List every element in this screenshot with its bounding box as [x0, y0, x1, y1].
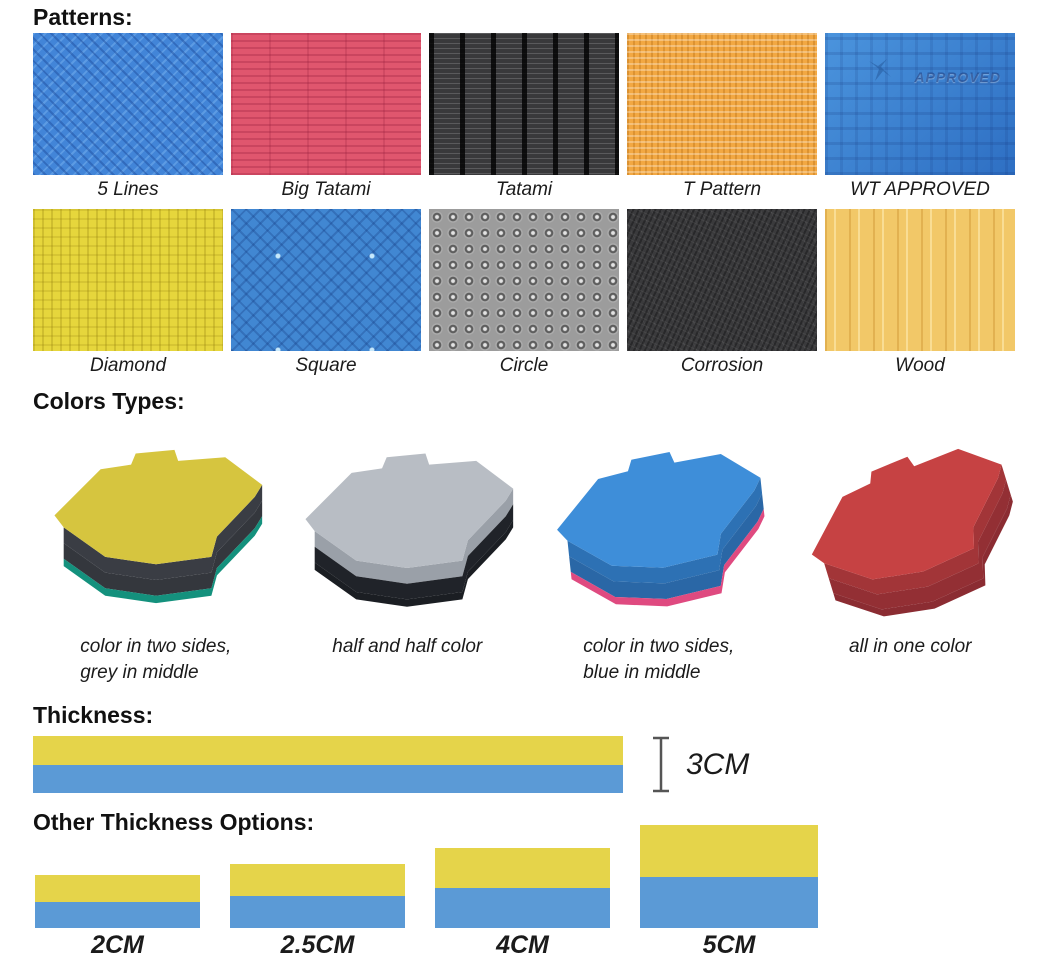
thickness-layer-yellow — [640, 825, 818, 877]
mat-col-one-color: all in one color — [788, 414, 1034, 688]
thickness-layer-blue — [33, 764, 623, 793]
mat-side-upper-face — [824, 464, 1007, 595]
thickness-layer-blue — [435, 888, 610, 928]
mat-caption-one-color: all in one color — [849, 634, 972, 688]
pattern-label-diamond: Diamond — [89, 355, 167, 376]
thickness-layer-yellow — [33, 736, 623, 765]
thickness-option-label: 4CM — [496, 931, 549, 959]
mat-side-upper-face — [314, 488, 514, 584]
pattern-label-5-lines: 5 Lines — [97, 179, 159, 200]
pattern-swatch-circle — [429, 209, 619, 351]
color-types-row: color in two sides, grey in middle half … — [33, 414, 1033, 688]
pattern-cell-corrosion: Corrosion — [627, 209, 817, 382]
patterns-row-2: Diamond Square Circle Corrosion Wood — [33, 209, 1015, 382]
patterns-heading: Patterns: — [33, 4, 133, 30]
pattern-label-tatami: Tatami — [495, 179, 553, 200]
thickness-option-2-5cm: 2.5CM — [230, 864, 405, 960]
pattern-swatch-square — [231, 209, 421, 351]
patterns-row-1: 5 Lines Big Tatami Tatami T Pattern APPR… — [33, 33, 1015, 206]
pattern-cell-square: Square — [231, 209, 421, 382]
mat-side-lower-face — [63, 500, 262, 596]
mat-bottom-strip — [833, 494, 1014, 617]
thickness-option-2cm: 2CM — [35, 875, 200, 960]
colors-types-heading: Colors Types: — [33, 388, 185, 414]
mat-image-one-color — [812, 448, 1014, 617]
thickness-measure-label: 3CM — [686, 747, 750, 781]
pattern-cell-circle: Circle — [429, 209, 619, 382]
mat-caption-line2: grey in middle — [80, 662, 199, 683]
mat-caption-two-sides-blue: color in two sides, blue in middle — [583, 634, 734, 688]
thickness-bar-2cm — [35, 875, 200, 928]
wt-approved-embossed-text: APPROVED — [914, 69, 1001, 85]
thickness-layer-blue — [230, 896, 405, 928]
thickness-bar-2-5cm — [230, 864, 405, 928]
mat-caption-line1: all in one color — [848, 636, 972, 657]
pattern-label-big-tatami: Big Tatami — [281, 179, 371, 200]
pattern-swatch-corrosion — [627, 209, 817, 351]
mat-col-two-sides-blue: color in two sides, blue in middle — [536, 414, 782, 688]
thickness-bar-4cm — [435, 848, 610, 928]
thickness-heading: Thickness: — [33, 702, 154, 728]
page: Patterns: 5 Lines Big Tatami Tatami T Pa… — [33, 4, 1027, 960]
pattern-label-circle: Circle — [499, 355, 549, 376]
mat-side-lower-face — [828, 479, 1011, 610]
pattern-cell-wood: Wood — [825, 209, 1015, 382]
mat-caption-line1: color in two sides, — [583, 636, 735, 657]
mat-image-half-half — [305, 453, 514, 607]
mat-top-face — [54, 449, 262, 565]
mat-side-upper-face — [63, 484, 262, 580]
pattern-cell-diamond: Diamond — [33, 209, 223, 382]
mat-image-two-sides-blue — [556, 452, 765, 607]
pattern-swatch-wt-approved: APPROVED — [825, 33, 1015, 175]
mat-caption-half-half: half and half color — [332, 634, 482, 688]
mat-side-upper-face — [567, 477, 762, 584]
pattern-swatch-diamond — [33, 209, 223, 351]
pattern-label-t-pattern: T Pattern — [682, 179, 762, 200]
mat-col-half-half: half and half color — [285, 414, 531, 688]
pattern-label-wood: Wood — [895, 355, 945, 376]
mat-top-face — [305, 453, 514, 568]
mat-side-lower-face — [568, 493, 764, 599]
thickness-measure-icon — [653, 736, 669, 793]
thickness-diagram: 3CM — [33, 736, 1027, 793]
pattern-cell-5-lines: 5 Lines — [33, 33, 223, 206]
pattern-swatch-big-tatami — [231, 33, 421, 175]
thickness-option-5cm: 5CM — [640, 825, 818, 960]
mat-image-two-sides-grey — [54, 449, 262, 604]
thickness-layer-yellow — [35, 875, 200, 902]
pattern-swatch-5-lines — [33, 33, 223, 175]
mat-top-face — [556, 452, 761, 568]
pattern-label-wt-approved: WT APPROVED — [850, 179, 990, 200]
pattern-cell-tatami: Tatami — [429, 33, 619, 206]
mat-caption-line2: blue in middle — [583, 662, 701, 683]
pattern-cell-wt-approved: APPROVED WT APPROVED — [825, 33, 1015, 206]
mat-top-face — [812, 448, 1002, 580]
mat-caption-line1: color in two sides, — [80, 636, 232, 657]
thickness-layer-blue — [640, 876, 818, 928]
thickness-bar-5cm — [640, 825, 818, 928]
thickness-option-4cm: 4CM — [435, 848, 610, 960]
thickness-option-label: 2.5CM — [280, 931, 355, 959]
mat-caption-line1: half and half color — [332, 636, 483, 657]
pattern-cell-big-tatami: Big Tatami — [231, 33, 421, 206]
thickness-layer-yellow — [230, 864, 405, 896]
thickness-option-label: 2CM — [91, 931, 144, 959]
thickness-bar-3cm — [33, 736, 623, 793]
thickness-layer-yellow — [435, 848, 610, 888]
mat-side-lower-face — [314, 504, 514, 600]
mat-col-two-sides-grey: color in two sides, grey in middle — [33, 414, 279, 688]
pattern-swatch-t-pattern — [627, 33, 817, 175]
pattern-label-corrosion: Corrosion — [680, 355, 764, 376]
thickness-option-label: 5CM — [702, 931, 756, 959]
wt-logo-icon — [869, 59, 891, 81]
other-thickness-heading: Other Thickness Options: — [33, 809, 315, 835]
thickness-layer-blue — [35, 901, 200, 928]
thickness-options-row: 2CM 2.5CM 4CM 5CM — [35, 825, 1027, 960]
pattern-cell-t-pattern: T Pattern — [627, 33, 817, 206]
pattern-swatch-wood — [825, 209, 1015, 351]
mat-caption-two-sides-grey: color in two sides, grey in middle — [80, 634, 231, 688]
pattern-label-square: Square — [295, 355, 357, 376]
pattern-swatch-tatami — [429, 33, 619, 175]
